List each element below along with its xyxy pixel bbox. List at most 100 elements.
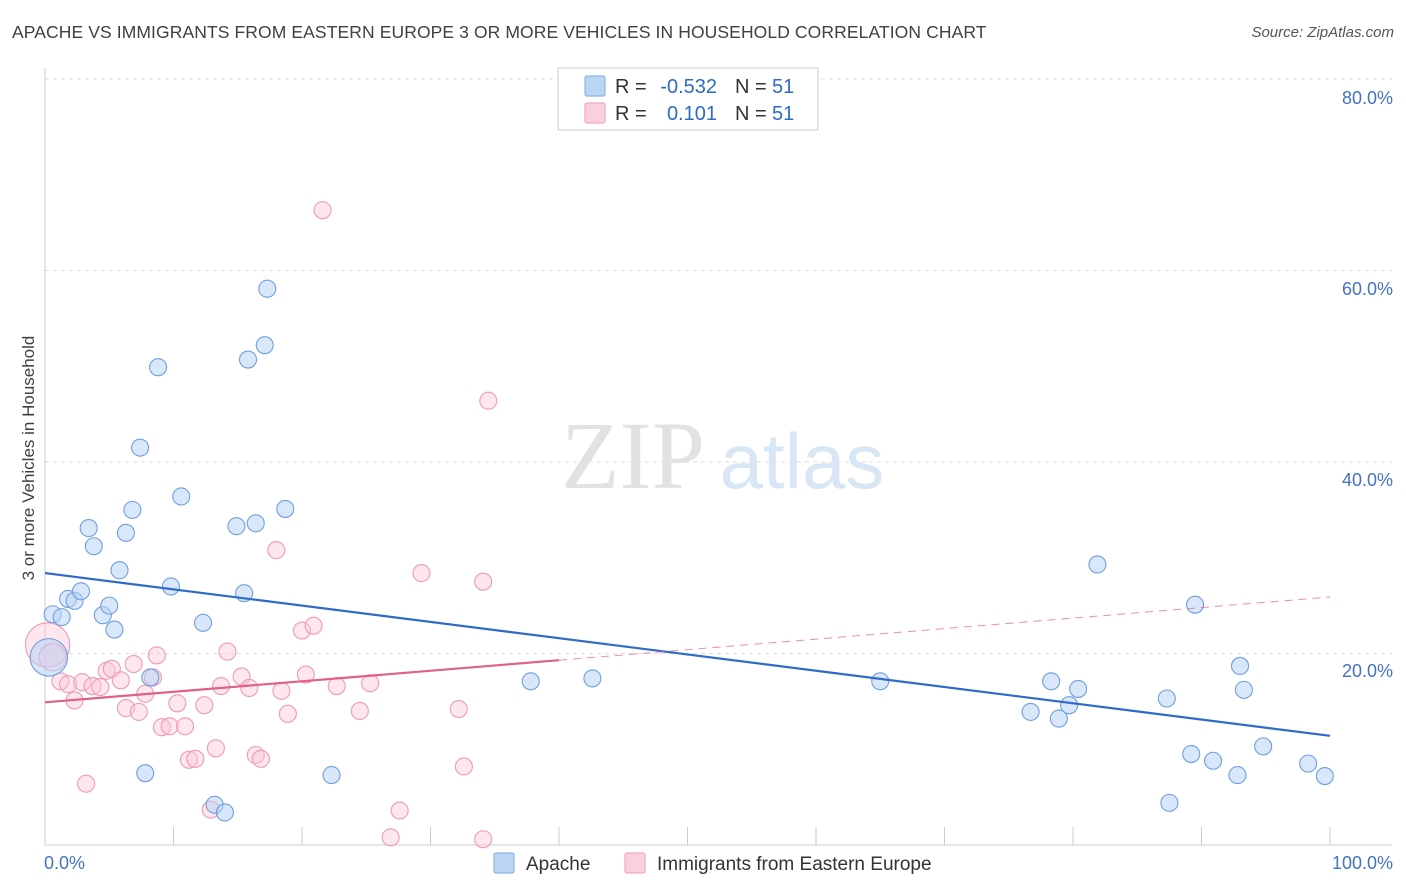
trend-line-immigrants-dashed [558,596,1331,661]
point-immigrants [152,718,171,737]
trend-line-immigrants-solid [44,659,560,704]
point-apache [322,766,341,785]
point-immigrants [350,701,369,721]
point-immigrants [327,677,346,696]
point-apache [141,668,160,687]
point-apache [1254,737,1273,756]
point-immigrants [454,757,473,776]
point-immigrants [251,749,270,768]
point-apache [1042,672,1061,691]
point-apache [110,561,129,580]
point-immigrants [296,665,315,684]
legend-r-value-apache: -0.532 [660,76,717,98]
point-apache [194,613,213,632]
point-immigrants [474,572,493,591]
y-tick-label-20: 20.0% [1342,661,1393,681]
point-immigrants [474,830,493,849]
point-apache [1160,793,1179,812]
point-immigrants [77,774,96,793]
point-immigrants [168,694,187,713]
x-tick-label-0: 0.0% [44,853,85,873]
point-immigrants [179,750,198,769]
legend-n-label-apache: N = [735,76,767,98]
point-apache [258,279,277,298]
y-tick-label-60: 60.0% [1342,279,1393,299]
point-immigrants [147,646,166,665]
point-immigrants [91,677,110,697]
bottom-legend-swatch-immigrants [624,852,646,874]
source-label: Source: ZipAtlas.com [1251,24,1394,41]
point-apache [1049,709,1068,728]
point-apache [1088,555,1107,574]
point-apache [116,523,136,542]
point-apache [1231,656,1250,675]
point-apache [84,537,103,556]
point-immigrants [176,717,195,736]
point-immigrants [240,678,259,698]
point-apache [1204,751,1223,770]
point-immigrants [390,801,409,820]
point-apache [246,514,265,533]
point-immigrants [381,828,400,847]
y-tick-labels: 80.0% 60.0% 40.0% 20.0% [1342,88,1393,681]
point-apache [161,577,180,596]
point-apache [1157,689,1176,708]
point-apache [871,672,890,691]
bottom-legend-label-immigrants: Immigrants from Eastern Europe [657,854,932,875]
legend-r-label-apache: R = [615,76,647,98]
bottom-legend-swatch-apache [493,852,515,874]
point-apache [79,519,98,538]
watermark-atlas: atlas [720,417,885,505]
legend-r-value-immigrants: 0.101 [667,103,717,125]
point-immigrants [272,681,291,700]
point-immigrants [267,541,286,560]
point-apache [1315,767,1334,786]
point-immigrants [412,564,431,583]
point-immigrants [160,717,179,736]
point-immigrants [313,201,332,220]
point-apache [227,517,246,536]
bottom-legend-label-apache: Apache [526,854,590,875]
point-apache [1182,744,1201,764]
point-immigrants [195,696,214,715]
point-immigrants [129,702,148,721]
y-axis-label: 3 or more Vehicles in Household [19,336,38,581]
point-immigrants [218,642,237,661]
point-immigrants [479,391,498,410]
point-apache [100,596,119,615]
trend-line-apache [44,571,1331,737]
x-tick-label-100: 100.0% [1332,853,1393,873]
bottom-legend: Apache Immigrants from Eastern Europe [493,852,932,875]
point-apache [136,764,155,783]
point-apache [71,582,91,601]
point-apache [276,499,295,518]
legend-n-value-immigrants: 51 [772,103,794,125]
point-immigrants [278,704,297,723]
legend-swatch-apache [584,75,606,97]
point-apache [583,669,602,688]
point-apache [1069,679,1088,698]
point-immigrants [186,749,205,768]
grid-lines [45,78,1392,654]
point-immigrants [292,621,312,640]
point-immigrants [206,739,225,758]
point-apache [149,358,168,377]
point-apache [1186,595,1205,614]
stats-legend: R = -0.532 N = 51 R = 0.101 N = 51 [557,67,819,131]
point-immigrants [83,677,102,696]
point-apache [29,638,69,677]
point-apache [1234,680,1253,699]
point-immigrants [124,654,143,674]
legend-n-value-apache: 51 [772,76,794,98]
point-immigrants [59,675,78,694]
point-apache [1021,702,1040,721]
point-apache [238,350,258,369]
point-immigrants [211,677,231,696]
point-apache [52,608,71,627]
point-apache [1060,696,1079,715]
point-apache [172,487,191,506]
point-immigrants [304,616,323,635]
trend-lines [44,571,1331,737]
point-apache [123,500,142,519]
